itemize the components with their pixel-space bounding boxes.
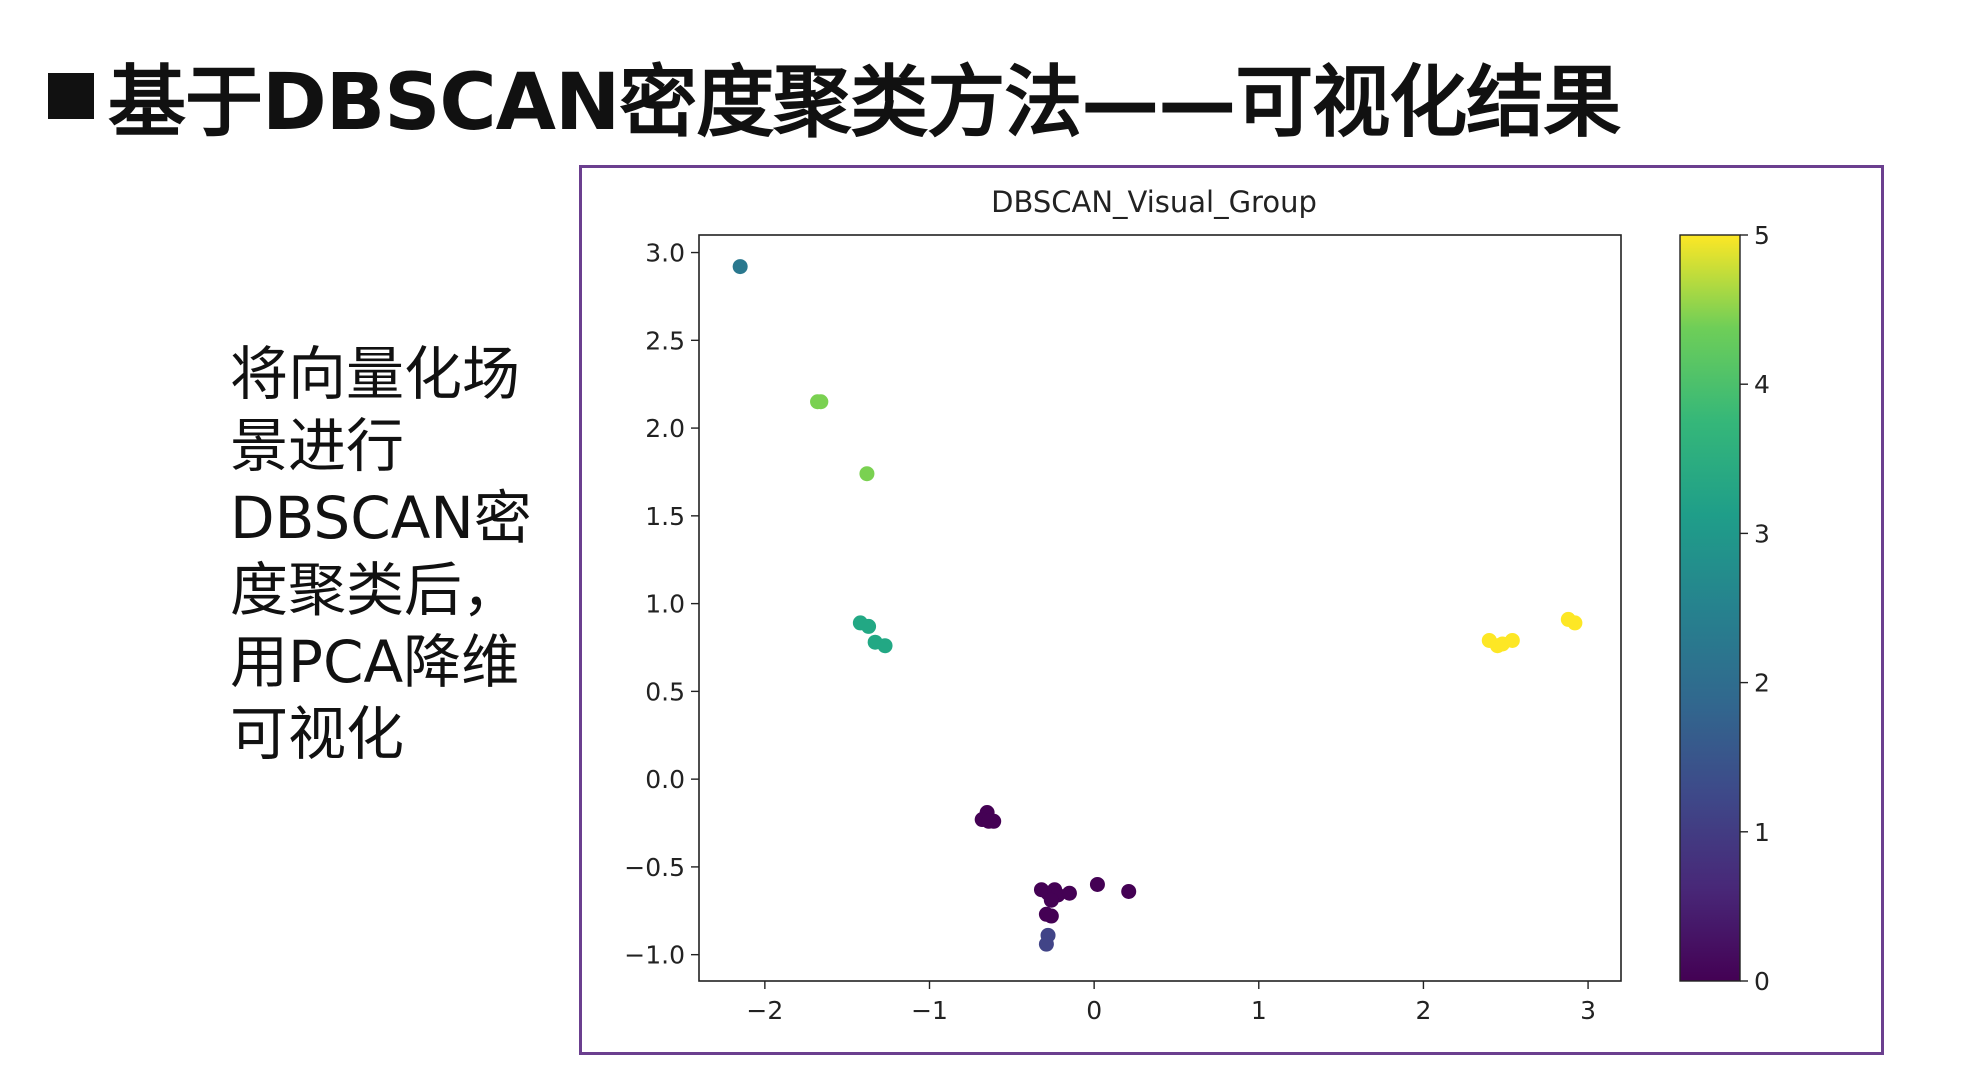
data-point-cluster-0 bbox=[1061, 885, 1077, 901]
y-tick-label: 1.5 bbox=[645, 502, 685, 531]
side-text-line: 可视化 bbox=[230, 700, 405, 768]
data-point-cluster-1 bbox=[1038, 936, 1054, 952]
data-point-cluster-4 bbox=[813, 394, 829, 410]
data-point-cluster-0 bbox=[1043, 908, 1059, 924]
y-axis-ticks: −1.0 −0.5 0.0 0.5 1.0 1.5 2.0 2.5 3.0 bbox=[624, 239, 699, 970]
chart-title: DBSCAN_Visual_Group bbox=[991, 185, 1317, 219]
x-tick-label: 2 bbox=[1415, 996, 1431, 1025]
data-point-cluster-4 bbox=[859, 466, 875, 482]
slide-title-text: 基于DBSCAN密度聚类方法——可视化结果 bbox=[108, 58, 1621, 148]
colorbar-tick-label: 3 bbox=[1754, 519, 1770, 548]
colorbar-tick-label: 1 bbox=[1754, 818, 1770, 847]
side-text-line: DBSCAN密 bbox=[230, 484, 532, 552]
y-tick-label: −1.0 bbox=[624, 941, 685, 970]
y-tick-label: 0.0 bbox=[645, 765, 685, 794]
y-tick-label: 1.0 bbox=[645, 590, 685, 619]
slide-title: 基于DBSCAN密度聚类方法——可视化结果 bbox=[48, 36, 1621, 156]
side-text-line: 将向量化场 bbox=[230, 340, 521, 408]
colorbar-tick-label: 4 bbox=[1754, 370, 1770, 399]
plot-area-frame bbox=[698, 234, 1622, 982]
data-point-cluster-5 bbox=[1567, 615, 1583, 631]
y-tick-label: −0.5 bbox=[624, 853, 685, 882]
side-description: 将向量化场 景进行 DBSCAN密 度聚类后， 用PCA降维 可视化 bbox=[230, 338, 560, 770]
colorbar bbox=[1679, 234, 1741, 982]
y-tick-label: 2.5 bbox=[645, 326, 685, 355]
colorbar-tick-label: 5 bbox=[1754, 221, 1770, 250]
data-point-cluster-0 bbox=[981, 813, 997, 829]
data-point-cluster-0 bbox=[1043, 892, 1059, 908]
x-axis-ticks: −2 −1 0 1 2 3 bbox=[746, 981, 1596, 1025]
y-tick-label: 0.5 bbox=[645, 677, 685, 706]
title-bullet-square bbox=[48, 73, 94, 119]
figure-frame: DBSCAN_Visual_Group −1.0 −0.5 0.0 0.5 1.0 1.5… bbox=[579, 165, 1884, 1055]
x-tick-label: −1 bbox=[911, 996, 948, 1025]
data-point-cluster-3 bbox=[861, 618, 877, 634]
y-tick-label: 2.0 bbox=[645, 414, 685, 443]
y-tick-label: 3.0 bbox=[645, 239, 685, 268]
colorbar-tick-label: 0 bbox=[1754, 967, 1770, 996]
side-text-line: 度聚类后， bbox=[230, 556, 521, 624]
x-tick-label: −2 bbox=[746, 996, 783, 1025]
x-tick-label: 0 bbox=[1086, 996, 1102, 1025]
x-tick-label: 3 bbox=[1580, 996, 1596, 1025]
scatter-chart: DBSCAN_Visual_Group −1.0 −0.5 0.0 0.5 1.0 1.5… bbox=[624, 185, 1770, 1025]
x-tick-label: 1 bbox=[1251, 996, 1267, 1025]
data-point-cluster-5 bbox=[1504, 632, 1520, 648]
data-point-cluster-3 bbox=[877, 638, 893, 654]
data-point-cluster-0 bbox=[1121, 883, 1137, 899]
colorbar-tick-label: 2 bbox=[1754, 669, 1770, 698]
data-point-cluster-2 bbox=[732, 259, 748, 275]
side-text-line: 用PCA降维 bbox=[230, 628, 520, 696]
side-text-line: 景进行 bbox=[230, 412, 405, 480]
colorbar-ticks: 0 1 2 3 4 5 bbox=[1740, 221, 1770, 996]
data-point-cluster-0 bbox=[1089, 876, 1105, 892]
scatter-points bbox=[732, 259, 1583, 952]
